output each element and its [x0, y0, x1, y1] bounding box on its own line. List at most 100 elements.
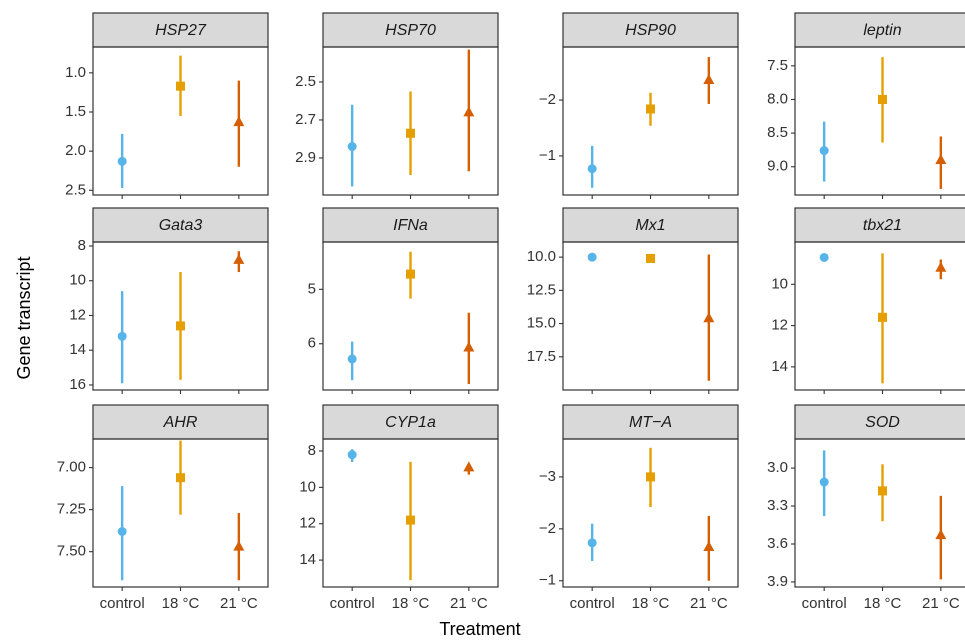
point	[406, 515, 415, 525]
strip-title: leptin	[863, 22, 901, 39]
strip	[562, 404, 739, 440]
y-tick-label: 3.6	[767, 535, 788, 552]
panel-background	[795, 47, 965, 195]
strip-title: MT−A	[629, 414, 672, 431]
strip	[794, 12, 965, 48]
y-axis-title: Gene transcript	[14, 256, 34, 379]
point	[878, 312, 887, 322]
y-tick-label: 10	[69, 272, 86, 289]
point	[117, 331, 127, 341]
strip-title: tbx21	[863, 217, 902, 234]
x-tick-label: control	[330, 595, 375, 612]
y-tick-label: 8	[78, 237, 86, 254]
strip-title: IFNa	[393, 217, 428, 234]
point	[347, 354, 357, 364]
point	[819, 477, 829, 487]
x-tick-label: control	[570, 595, 615, 612]
strip-title: HSP90	[625, 22, 676, 39]
point	[587, 538, 597, 548]
panel-border	[562, 241, 739, 391]
x-tick-label: control	[802, 595, 847, 612]
x-tick-label: 21 °C	[220, 595, 258, 612]
panel-border	[92, 438, 269, 588]
y-tick-label: 8.5	[767, 124, 788, 141]
point	[646, 104, 655, 114]
point	[646, 253, 655, 263]
x-tick-label: 21 °C	[450, 595, 488, 612]
point	[935, 154, 947, 165]
strip	[92, 404, 269, 440]
y-tick-label: 17.5	[527, 348, 556, 365]
x-tick-label: 18 °C	[162, 595, 200, 612]
point	[935, 261, 947, 272]
point	[233, 540, 245, 551]
y-tick-label: 3.9	[767, 573, 788, 590]
y-tick-label: −2	[539, 520, 556, 537]
panel-border	[322, 438, 499, 588]
y-tick-label: 10	[771, 275, 788, 292]
strip	[92, 12, 269, 48]
point	[463, 341, 475, 352]
x-axis-title: Treatment	[439, 619, 520, 639]
y-tick-label: 6	[308, 335, 316, 352]
point	[703, 541, 715, 552]
y-tick-label: 7.5	[767, 57, 788, 74]
strip	[794, 404, 965, 440]
panel-background	[563, 242, 738, 390]
strip-title: SOD	[865, 414, 900, 431]
y-tick-label: 3.0	[767, 459, 788, 476]
point	[587, 252, 597, 262]
point	[233, 253, 245, 264]
point	[463, 461, 475, 472]
y-tick-label: 9.0	[767, 158, 788, 175]
x-tick-label: 21 °C	[690, 595, 728, 612]
point	[406, 128, 415, 138]
point	[819, 146, 829, 156]
point	[347, 450, 357, 460]
panel-background	[795, 439, 965, 587]
strip	[322, 207, 499, 243]
x-tick-label: 18 °C	[392, 595, 430, 612]
panel-border	[562, 438, 739, 588]
y-tick-label: 2.9	[295, 149, 316, 166]
y-tick-label: −1	[539, 147, 556, 164]
strip-title: Gata3	[159, 217, 203, 234]
strip-title: HSP70	[385, 22, 436, 39]
point	[347, 142, 357, 152]
panel-border	[92, 241, 269, 391]
point	[935, 529, 947, 540]
strip-title: HSP27	[155, 22, 207, 39]
y-tick-label: 10	[299, 478, 316, 495]
x-tick-label: 18 °C	[632, 595, 670, 612]
y-tick-label: 15.0	[527, 315, 556, 332]
x-tick-label: 18 °C	[864, 595, 902, 612]
x-tick-label: 21 °C	[922, 595, 960, 612]
y-tick-label: 8.0	[767, 90, 788, 107]
y-tick-label: 12	[69, 306, 86, 323]
point	[117, 527, 127, 536]
point	[463, 106, 475, 117]
strip-title: Mx1	[635, 217, 665, 234]
y-tick-label: 7.00	[57, 459, 86, 476]
y-tick-label: 2.7	[295, 111, 316, 128]
panel-border	[92, 46, 269, 196]
panel-border	[794, 46, 965, 196]
point	[703, 73, 715, 84]
y-tick-label: 5	[308, 280, 316, 297]
y-tick-label: 2.5	[65, 181, 86, 198]
point	[233, 116, 245, 127]
y-tick-label: 14	[69, 341, 86, 358]
strip	[92, 207, 269, 243]
point	[703, 312, 715, 323]
y-tick-label: −3	[539, 468, 556, 485]
panel-border	[794, 241, 965, 391]
y-tick-label: −1	[539, 572, 556, 589]
x-tick-label: control	[100, 595, 145, 612]
panel-border	[562, 46, 739, 196]
y-tick-label: 2.0	[65, 142, 86, 159]
y-tick-label: 2.5	[295, 73, 316, 90]
panel-border	[322, 241, 499, 391]
y-tick-label: 16	[69, 376, 86, 393]
point	[406, 269, 415, 279]
